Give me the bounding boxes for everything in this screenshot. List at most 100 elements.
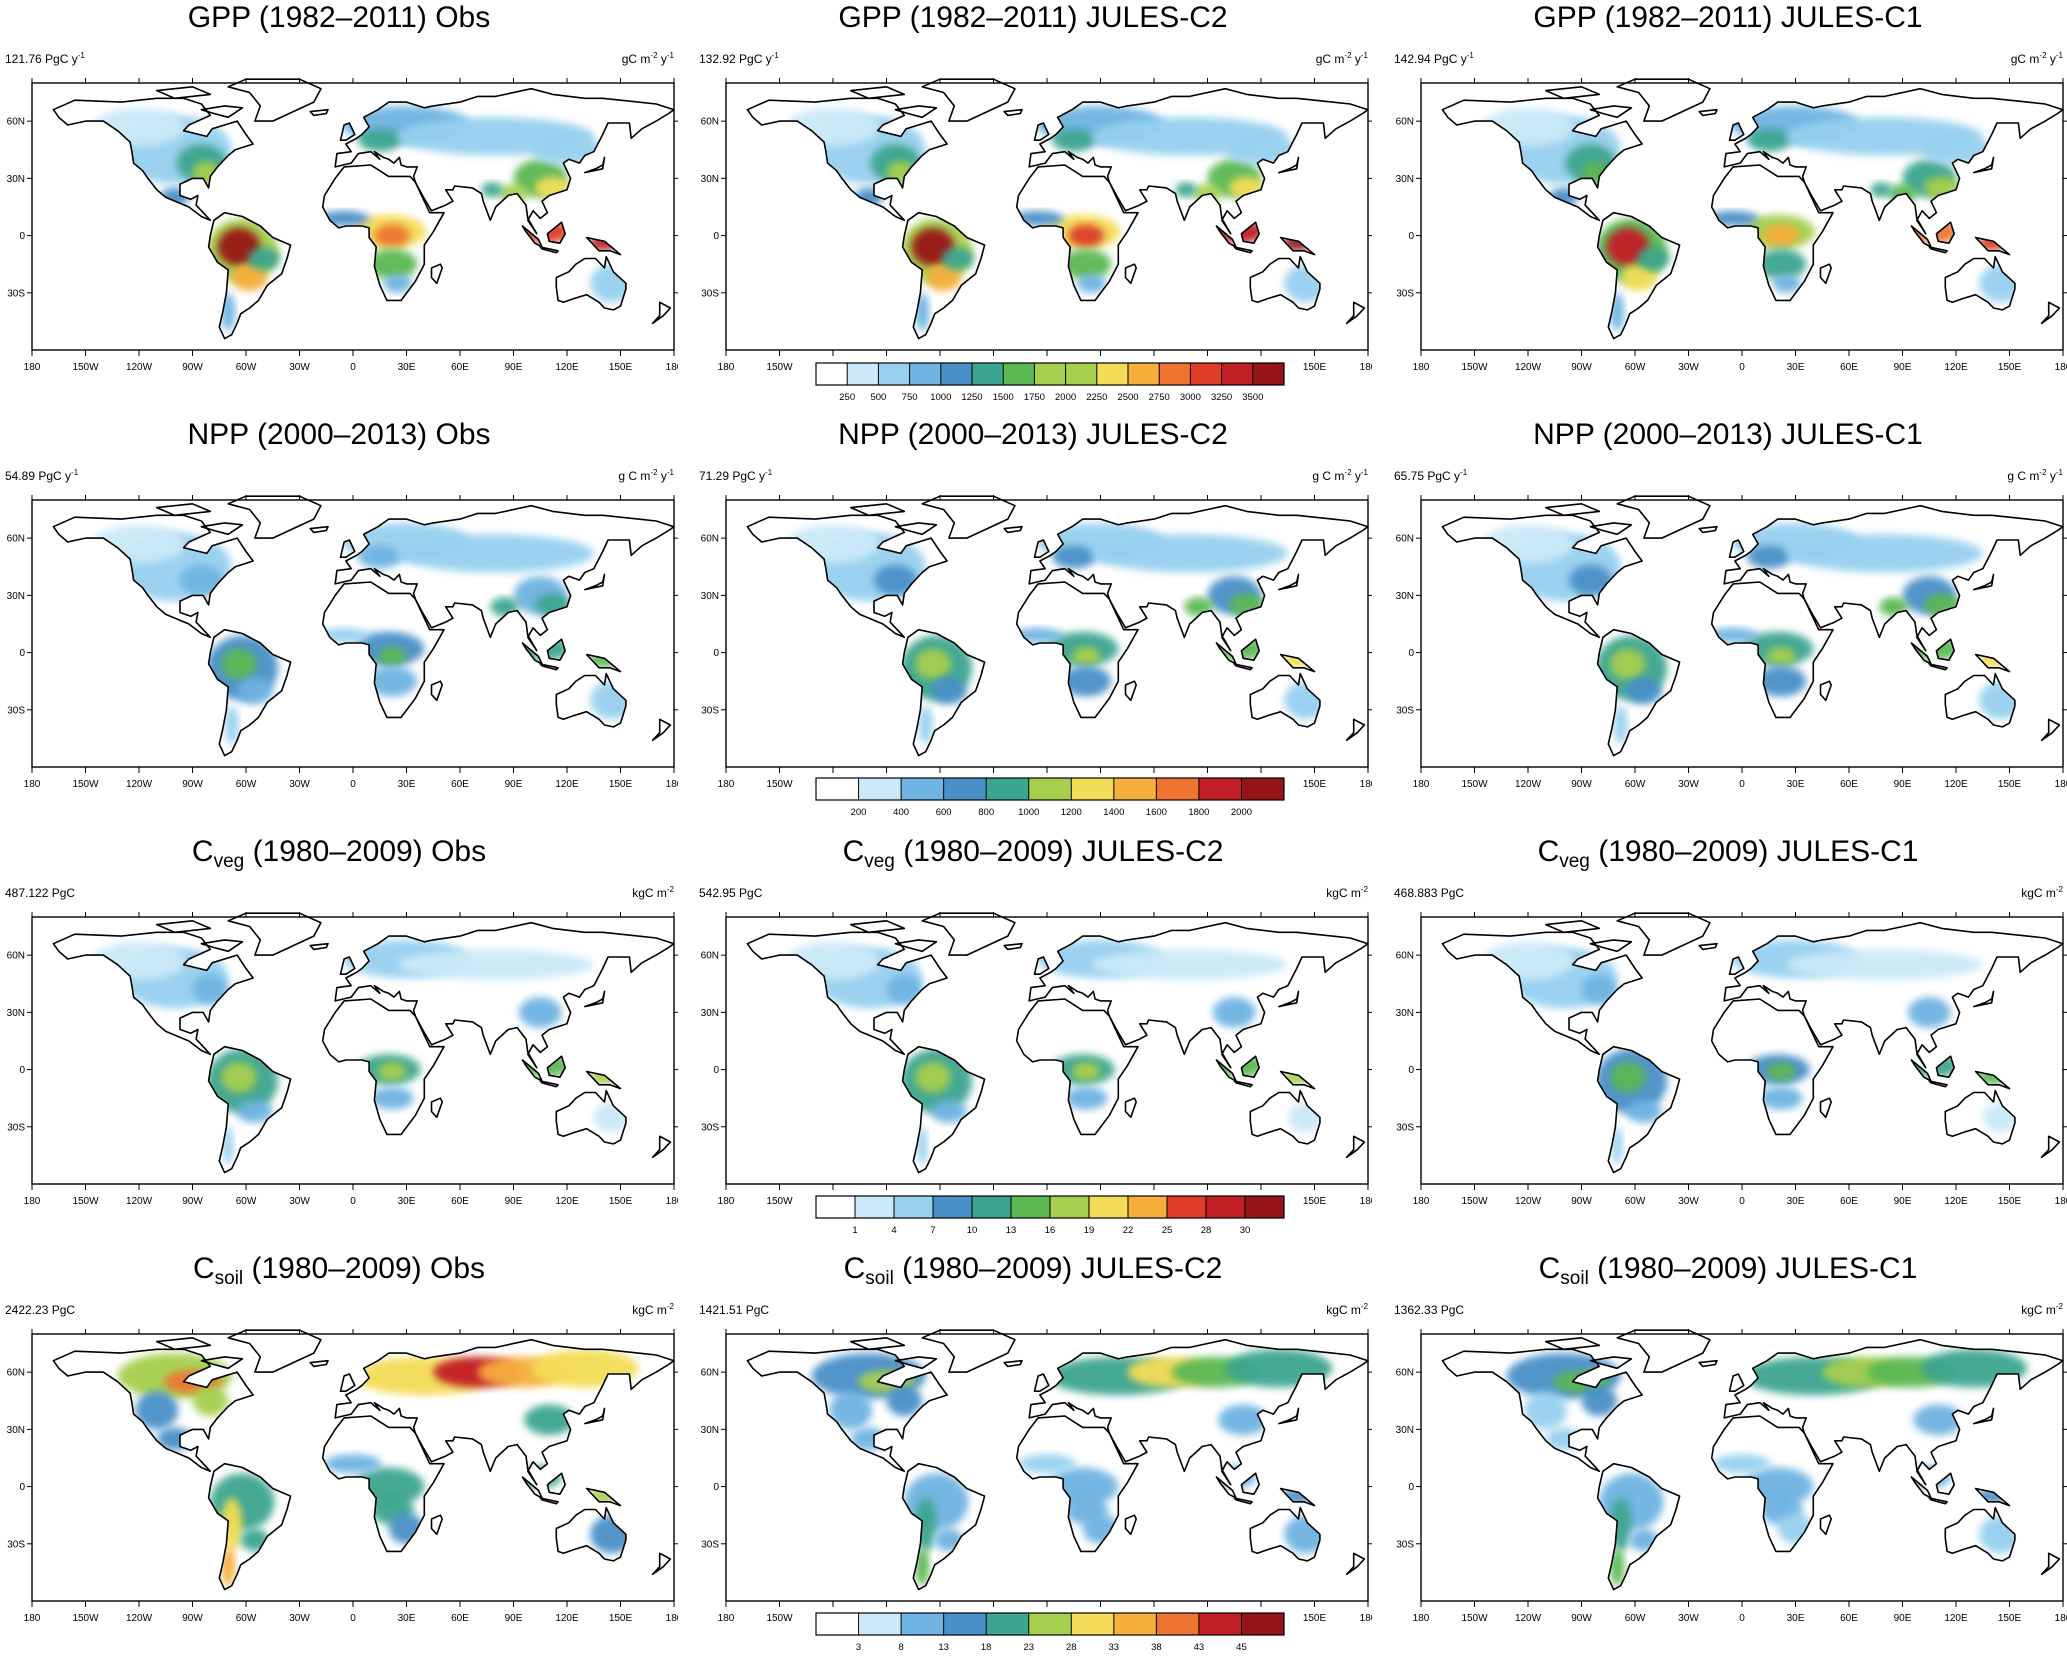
lat-tick-label: 30S bbox=[1396, 288, 1414, 299]
coastline bbox=[746, 514, 948, 639]
unit-exponent: -2 bbox=[2039, 51, 2047, 60]
coastline bbox=[1277, 1407, 1300, 1425]
coastline bbox=[585, 653, 622, 673]
coastline bbox=[207, 1045, 292, 1174]
lon-tick-label: 180 bbox=[1413, 1196, 1430, 1207]
coastline bbox=[1928, 1497, 1948, 1505]
coastline-layer bbox=[1441, 495, 2064, 757]
colorbar-swatch bbox=[909, 363, 942, 385]
coastline bbox=[1596, 1462, 1681, 1591]
coastline bbox=[1233, 663, 1253, 671]
lat-tick-label: 30S bbox=[7, 288, 25, 299]
coastline bbox=[1723, 921, 2064, 1069]
colorbar-swatch bbox=[1071, 1613, 1115, 1635]
lon-tick-label: 150W bbox=[766, 779, 793, 790]
colorbar-frame bbox=[815, 362, 1285, 386]
unit-time-exponent: -1 bbox=[1360, 51, 1368, 60]
coastline bbox=[156, 502, 212, 517]
coastline bbox=[1589, 1356, 1633, 1370]
coastline bbox=[1279, 236, 1316, 256]
colorbar-label: 2000 bbox=[1055, 392, 1076, 403]
lon-tick-label: 180 bbox=[1360, 779, 1372, 790]
coastline bbox=[546, 221, 567, 244]
title-variable: C bbox=[842, 835, 865, 868]
coastline bbox=[1545, 1336, 1601, 1351]
unit-exponent: -2 bbox=[2039, 468, 2047, 477]
colorbar-label: 1 bbox=[852, 1225, 857, 1236]
colorbar-swatch bbox=[1198, 1613, 1242, 1635]
field-blob bbox=[222, 1126, 234, 1165]
global-total-exponent: -1 bbox=[1466, 51, 1474, 60]
unit-base: gC m bbox=[2010, 52, 2040, 66]
unit-time: y bbox=[1351, 52, 1361, 66]
lon-tick-label: 120E bbox=[555, 779, 579, 790]
coastline bbox=[207, 211, 292, 340]
lat-tick-label: 30N bbox=[701, 591, 719, 602]
coastline bbox=[1819, 1514, 1833, 1536]
lat-tick-label: 30N bbox=[1396, 1425, 1414, 1436]
coastline bbox=[901, 1462, 986, 1591]
lon-tick-label: 180 bbox=[24, 1196, 41, 1207]
lon-tick-label: 0 bbox=[1739, 362, 1745, 373]
lon-tick-label: 30E bbox=[1787, 779, 1805, 790]
global-total-label: 54.89 PgC y-1 bbox=[5, 469, 78, 484]
colorbar-label: 1400 bbox=[1103, 807, 1124, 818]
coastline bbox=[583, 990, 606, 1008]
coastline bbox=[539, 246, 559, 254]
lon-tick-label: 90E bbox=[1894, 1196, 1912, 1207]
coastline bbox=[921, 495, 1016, 539]
coastline bbox=[309, 1359, 329, 1368]
coastline bbox=[1935, 1472, 1956, 1495]
coastline bbox=[2040, 718, 2061, 742]
colorbar-swatch bbox=[855, 1196, 895, 1218]
lon-tick-label: 90E bbox=[1894, 1613, 1912, 1624]
field-blob bbox=[524, 1404, 575, 1436]
unit-time-exponent: -1 bbox=[666, 51, 674, 60]
coastline bbox=[1279, 653, 1316, 673]
lon-tick-label: 180 bbox=[718, 362, 735, 373]
lat-tick-label: 30S bbox=[701, 1539, 719, 1550]
coastline bbox=[1698, 942, 1718, 951]
coastline bbox=[1215, 225, 1237, 248]
coastline bbox=[156, 919, 212, 934]
unit-base: g C m bbox=[1312, 469, 1345, 483]
coastline bbox=[1124, 1097, 1138, 1119]
panel-title: NPP (2000–2013) JULES-C2 bbox=[694, 417, 1372, 453]
lat-tick-label: 60N bbox=[701, 1368, 719, 1379]
coastline bbox=[1723, 504, 2064, 652]
lat-tick-label: 30N bbox=[701, 1008, 719, 1019]
lat-tick-label: 30N bbox=[701, 1425, 719, 1436]
lon-tick-label: 30W bbox=[1678, 1613, 1699, 1624]
colorbar-swatch bbox=[1028, 778, 1072, 800]
title-subscript: veg bbox=[213, 851, 245, 872]
lon-tick-label: 30E bbox=[398, 779, 416, 790]
field-blob bbox=[1786, 949, 1983, 980]
coastline-layer bbox=[746, 1329, 1369, 1591]
lon-tick-label: 120W bbox=[126, 779, 153, 790]
field-blob bbox=[1747, 545, 1791, 569]
field-blob bbox=[1907, 997, 1951, 1028]
colorbar-swatch bbox=[901, 1613, 945, 1635]
unit-time: y bbox=[2046, 469, 2056, 483]
lon-tick-label: 150W bbox=[72, 362, 99, 373]
lon-tick-label: 60W bbox=[236, 1196, 257, 1207]
coastline bbox=[207, 628, 292, 757]
global-total-value: 2422.23 PgC bbox=[5, 1303, 76, 1317]
coastline bbox=[1935, 1055, 1956, 1078]
coastline bbox=[1616, 912, 1711, 956]
lat-tick-label: 30N bbox=[7, 1425, 25, 1436]
colorbar-swatch bbox=[943, 778, 987, 800]
field-blob bbox=[192, 1385, 229, 1417]
map-panel: Csoil (1980–2009) JULES-C1 1362.33 PgC kgC… bbox=[1389, 1251, 2067, 1641]
lon-tick-label: 180 bbox=[718, 1613, 735, 1624]
coastline bbox=[200, 105, 244, 119]
coastline bbox=[894, 522, 938, 536]
colorbar-label: 25 bbox=[1162, 1225, 1173, 1236]
field-blob bbox=[1091, 534, 1288, 573]
unit-time: y bbox=[657, 52, 667, 66]
unit-time-exponent: -1 bbox=[2055, 468, 2063, 477]
coastline bbox=[1249, 1506, 1321, 1562]
title-period: (1982–2011) bbox=[909, 1, 1078, 34]
coastline bbox=[1279, 1487, 1316, 1507]
colorbar-swatch bbox=[1113, 1613, 1157, 1635]
